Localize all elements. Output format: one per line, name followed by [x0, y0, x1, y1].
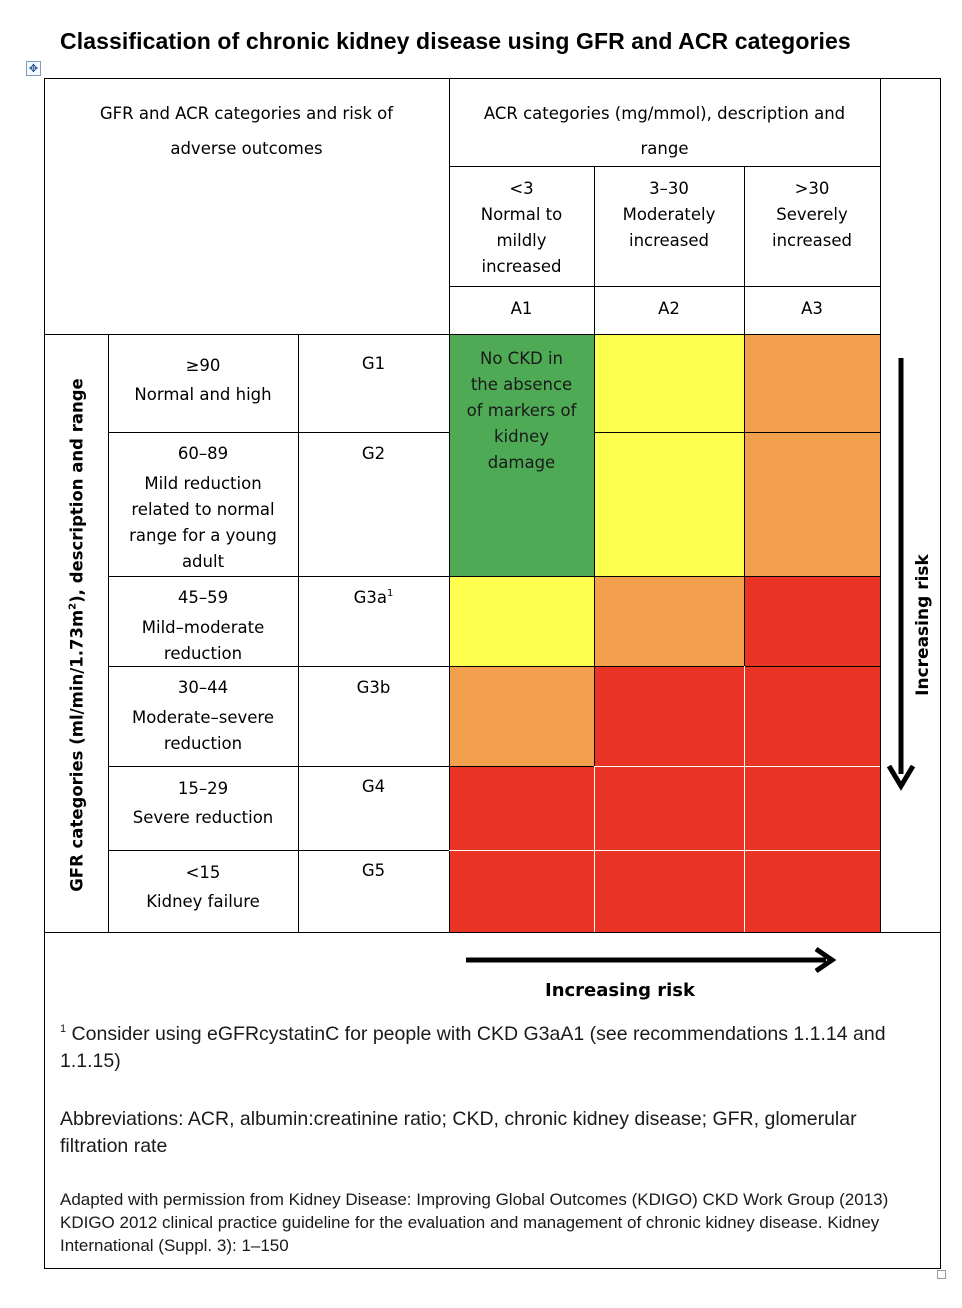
acr-header-label: ACR categories (mg/mmol), description an…	[483, 104, 846, 158]
acr-code-a1: A1	[510, 299, 533, 318]
table-move-handle-icon[interactable]: ✥	[26, 61, 41, 76]
page-title: Classification of chronic kidney disease…	[60, 28, 851, 54]
gfr-row-g3a-code: G3a1	[353, 588, 394, 607]
acr-code-a2: A2	[658, 299, 680, 318]
risk-cell-g2-a3	[744, 432, 880, 576]
gfr-row-g5-code: G5	[361, 861, 386, 880]
risk-cell-g3-a1	[449, 576, 594, 666]
risk-cell-g6-a3	[744, 850, 880, 932]
gfr-row-g2-desc: 60–89 Mild reduction related to normal r…	[129, 444, 277, 571]
risk-cell-g2-a1	[449, 432, 594, 576]
gfr-row-g3b-desc: 30–44 Moderate–severe reduction	[132, 678, 274, 753]
risk-cell-g5-a1	[449, 766, 594, 850]
risk-cell-g5-a3	[744, 766, 880, 850]
gfr-row-g3a-desc: 45–59 Mild–moderate reduction	[141, 588, 265, 663]
risk-cell-g1-a1	[449, 334, 594, 432]
risk-cell-g5-a2	[594, 766, 744, 850]
resize-handle-icon[interactable]	[937, 1270, 946, 1279]
risk-cell-g4-a3	[744, 666, 880, 766]
abbreviations: Abbreviations: ACR, albumin:creatinine r…	[60, 1108, 857, 1157]
risk-cell-g6-a2	[594, 850, 744, 932]
risk-cell-g1-a3	[744, 334, 880, 432]
risk-cell-g4-a1	[449, 666, 594, 766]
acr-category-a3: >30 Severely increased	[771, 179, 853, 250]
risk-cell-g3-a3	[744, 576, 880, 666]
classification-table	[44, 78, 941, 1269]
acr-code-a3: A3	[801, 299, 823, 318]
increasing-risk-vertical-label: Increasing risk	[913, 554, 933, 696]
gfr-row-g4-desc: 15–29 Severe reduction	[132, 779, 274, 827]
risk-cell-g3-a2	[594, 576, 744, 666]
risk-cell-g6-a1	[449, 850, 594, 932]
increasing-risk-horizontal-label: Increasing risk	[545, 980, 695, 1001]
gfr-axis-label: GFR categories (ml/min/1.73m2), descript…	[67, 378, 87, 892]
down-arrow-icon	[886, 358, 916, 791]
gfr-row-g1-desc: ≥90 Normal and high	[134, 356, 272, 404]
gfr-row-g5-desc: <15 Kidney failure	[146, 863, 260, 911]
risk-cell-g1-a2	[594, 334, 744, 432]
footnote: 1 Consider using eGFRcystatinC for peopl…	[60, 1023, 886, 1072]
acr-category-a1: <3 Normal to mildly increased	[480, 179, 563, 276]
risk-cell-g2-a2	[594, 432, 744, 576]
gfr-row-g1-code: G1	[361, 354, 386, 373]
header-left-label: GFR and ACR categories and risk of advers…	[99, 104, 394, 158]
gfr-row-g3b-code: G3b	[356, 678, 391, 697]
gfr-row-g4-code: G4	[361, 777, 386, 796]
risk-cell-g4-a2	[594, 666, 744, 766]
source-citation: Adapted with permission from Kidney Dise…	[60, 1190, 889, 1255]
right-arrow-icon	[466, 946, 837, 974]
gfr-row-g2-code: G2	[361, 444, 386, 463]
no-ckd-note: No CKD in the absence of markers of kidn…	[466, 349, 577, 472]
acr-category-a2: 3–30 Moderately increased	[622, 179, 716, 250]
